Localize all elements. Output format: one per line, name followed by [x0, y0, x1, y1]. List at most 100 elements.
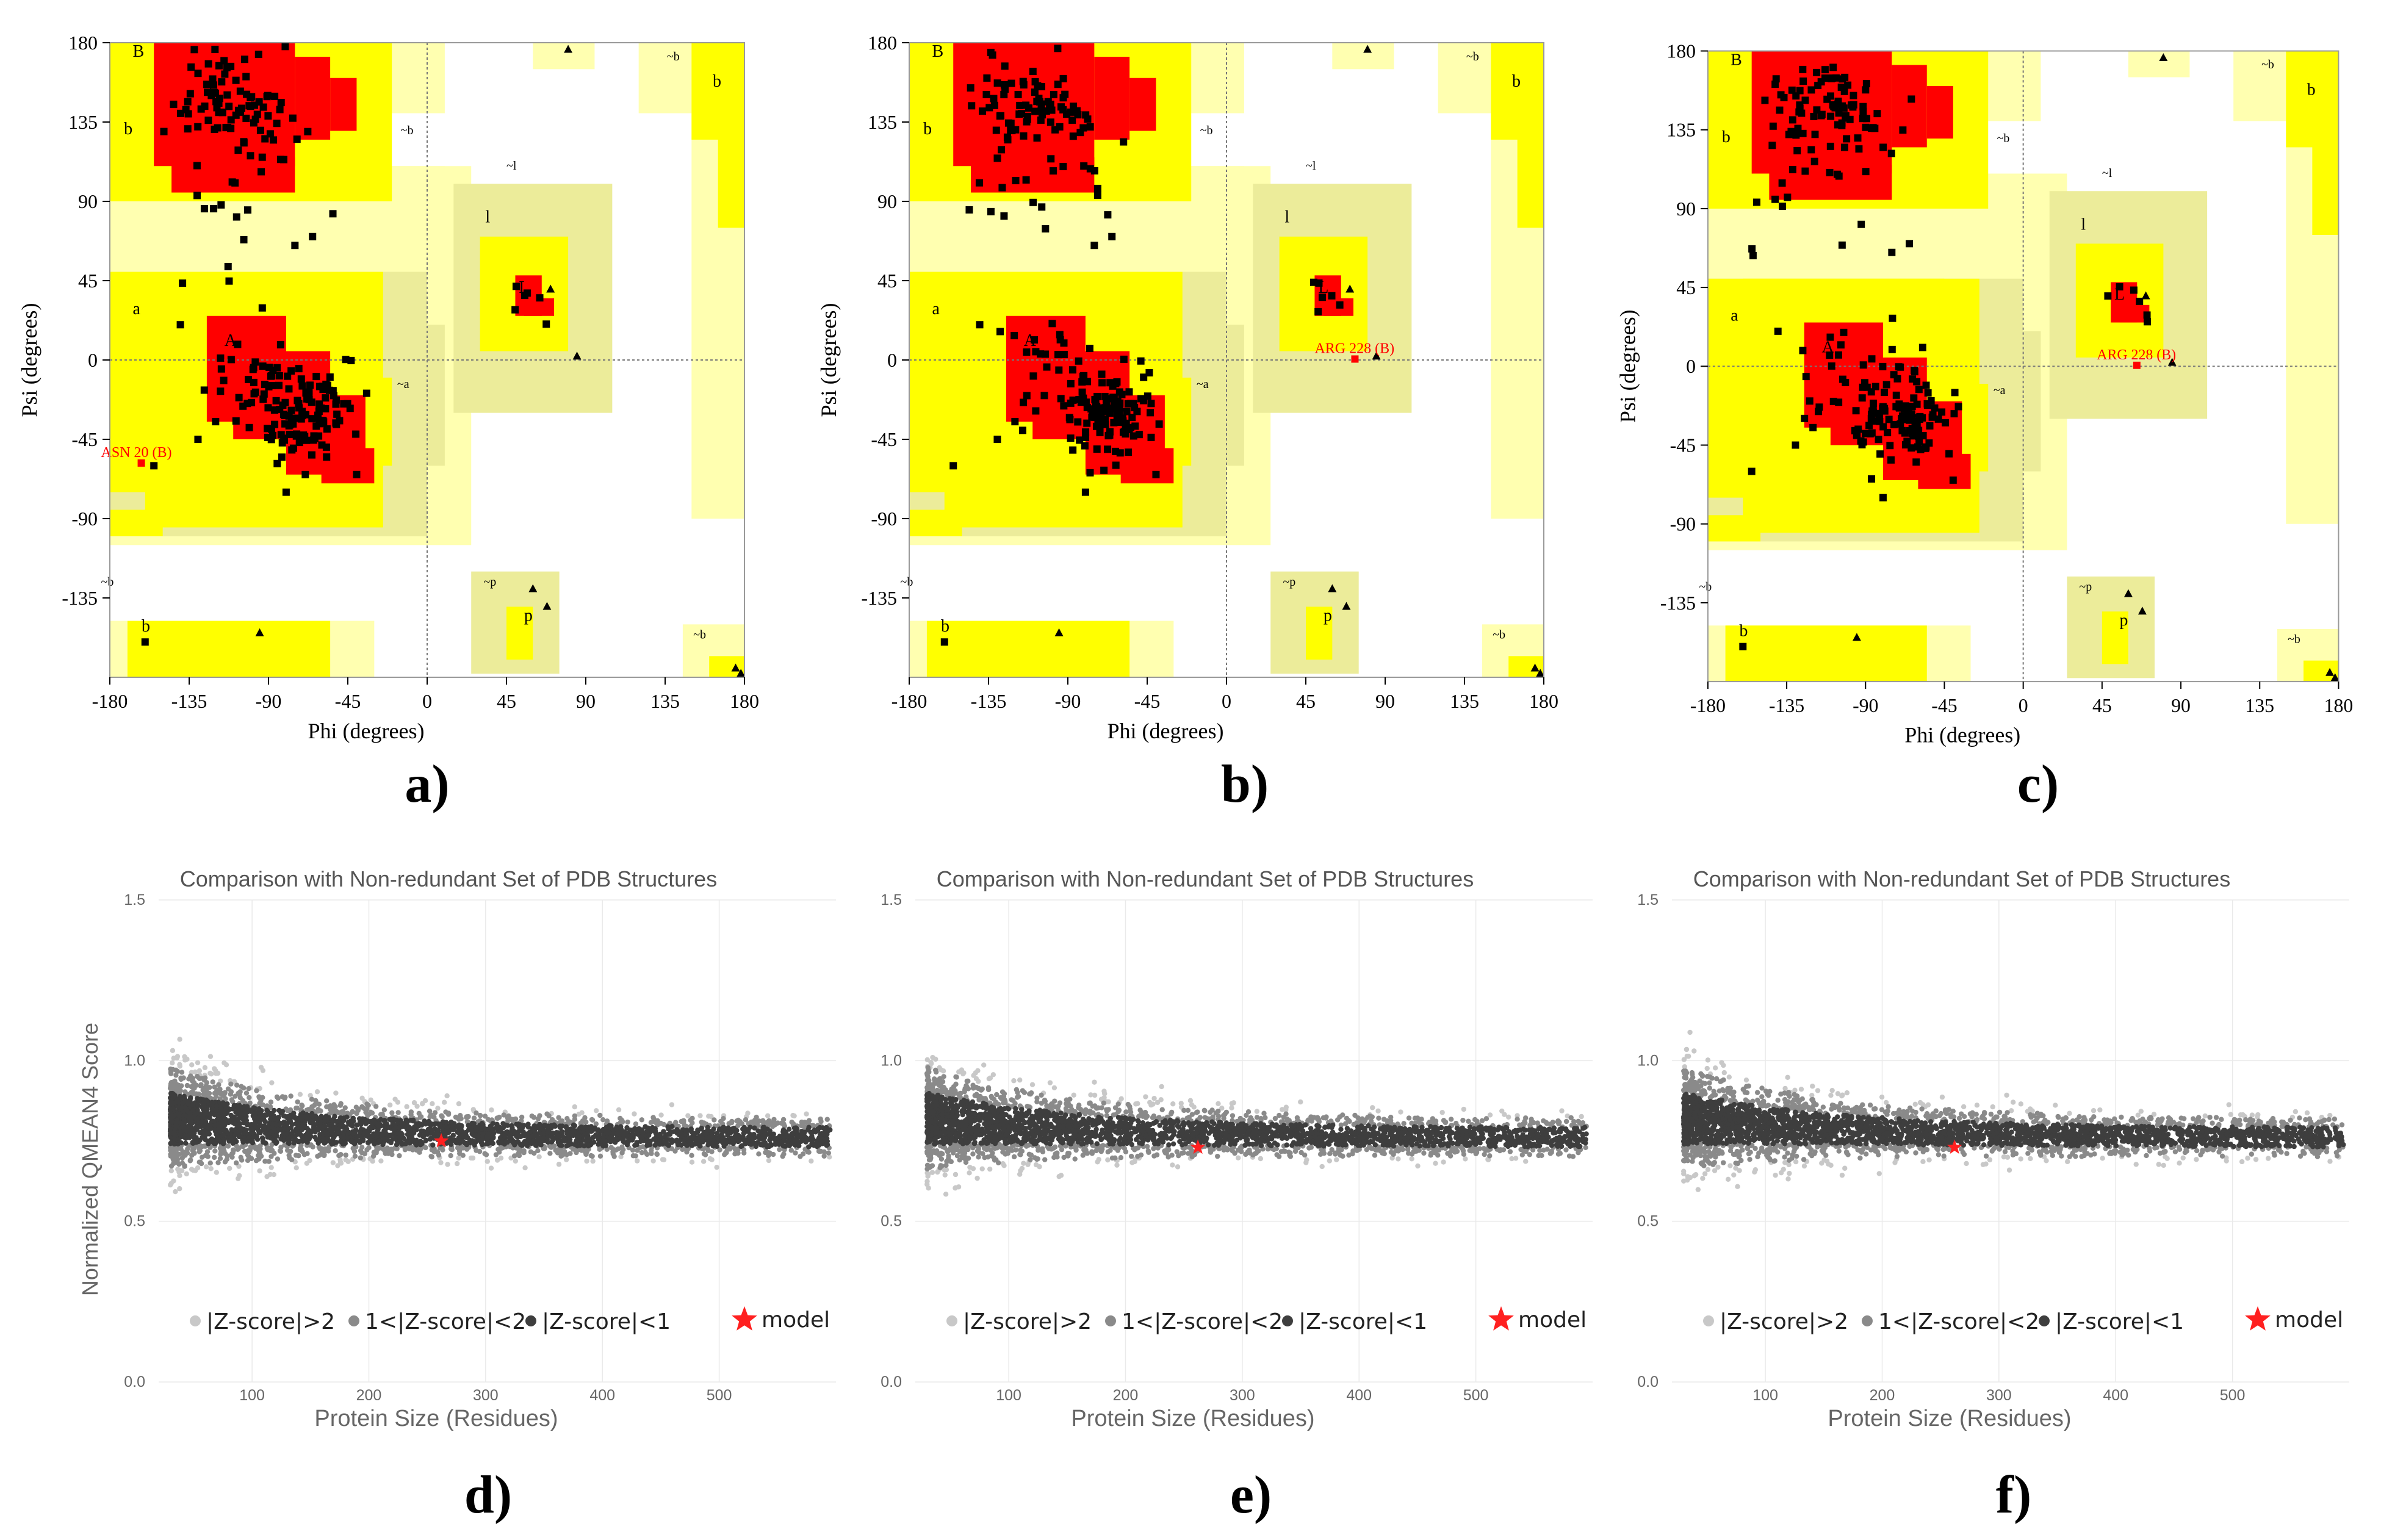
- structure-point: [207, 1160, 213, 1166]
- structure-point: [171, 1156, 177, 1162]
- residue-point: [212, 418, 220, 426]
- structure-point: [537, 1113, 542, 1118]
- residue-point: [2136, 297, 2144, 305]
- structure-point: [659, 1135, 665, 1140]
- structure-point: [685, 1113, 691, 1118]
- residue-point: [1093, 445, 1101, 453]
- structure-point: [717, 1147, 722, 1153]
- residue-point: [184, 110, 192, 118]
- structure-point: [771, 1117, 777, 1122]
- structure-point: [1181, 1107, 1187, 1114]
- residue-point: [1821, 66, 1829, 74]
- y-tick-label: -45: [71, 428, 98, 450]
- structure-point: [235, 1117, 240, 1123]
- structure-point: [479, 1142, 485, 1148]
- residue-point: [1851, 426, 1859, 434]
- structure-point: [273, 1116, 279, 1122]
- structure-point: [1283, 1104, 1289, 1110]
- structure-point: [1327, 1158, 1333, 1164]
- structure-point: [1017, 1077, 1023, 1083]
- structure-point: [179, 1070, 185, 1075]
- residue-point: [1000, 81, 1008, 89]
- region-label: l: [485, 208, 490, 227]
- region-label: ~b: [401, 124, 414, 137]
- structure-point: [746, 1126, 751, 1132]
- structure-point: [395, 1119, 400, 1124]
- residue-point: [194, 70, 202, 77]
- structure-point: [277, 1148, 283, 1154]
- structure-point: [198, 1082, 204, 1087]
- structure-point: [304, 1135, 311, 1142]
- structure-point: [1175, 1164, 1181, 1170]
- residue-point: [150, 462, 158, 470]
- structure-point: [1029, 1082, 1036, 1087]
- structure-point: [247, 1147, 253, 1153]
- residue-point: [1907, 444, 1915, 452]
- structure-point: [709, 1133, 715, 1139]
- structure-point: [201, 1092, 206, 1097]
- residue-point: [285, 385, 293, 393]
- residue-point: [227, 356, 235, 364]
- residue-point: [1834, 121, 1842, 129]
- structure-point: [264, 1107, 270, 1113]
- structure-point: [274, 1122, 279, 1128]
- y-axis-label: Psi (degrees): [816, 303, 841, 417]
- qmean-plot-d: Comparison with Non-redundant Set of PDB…: [77, 866, 836, 1431]
- residue-point: [240, 56, 248, 63]
- y-tick-label: 90: [1676, 198, 1696, 220]
- structure-point: [480, 1137, 485, 1142]
- structure-point: [1047, 1080, 1053, 1085]
- structure-point: [552, 1143, 557, 1149]
- residue-point: [1927, 397, 1935, 405]
- structure-point: [195, 1125, 200, 1131]
- structure-point: [177, 1173, 182, 1178]
- structure-point: [766, 1143, 772, 1150]
- residue-point: [302, 389, 310, 397]
- structure-point: [538, 1139, 544, 1145]
- structure-point: [1017, 1171, 1023, 1177]
- structure-point: [1098, 1096, 1104, 1102]
- x-tick-label: 90: [576, 690, 596, 712]
- outlier-label: ARG 228 (B): [1314, 340, 1394, 356]
- y-tick-label: -45: [1670, 434, 1696, 456]
- structure-point: [1439, 1110, 1445, 1115]
- residue-point: [259, 103, 267, 111]
- structure-point: [266, 1124, 272, 1131]
- residue-point: [1915, 438, 1923, 446]
- structure-point: [602, 1140, 608, 1145]
- structure-point: [723, 1150, 729, 1156]
- region-label: a: [1731, 306, 1738, 325]
- structure-point: [210, 1079, 215, 1085]
- residue-point: [1796, 87, 1804, 95]
- residue-point: [347, 356, 355, 364]
- residue-point: [1913, 378, 1921, 386]
- structure-point: [367, 1137, 373, 1143]
- legend-label: |Z-score|>2: [206, 1309, 335, 1334]
- structure-point: [809, 1158, 814, 1164]
- structure-point: [439, 1113, 444, 1118]
- structure-point: [195, 1165, 201, 1171]
- x-tick-label: 0: [422, 690, 432, 712]
- structure-point: [1427, 1120, 1432, 1125]
- residue-point: [297, 375, 305, 383]
- residue-point: [1038, 203, 1046, 211]
- residue-point: [1843, 135, 1851, 143]
- residue-point: [176, 109, 184, 117]
- structure-point: [511, 1117, 517, 1122]
- residue-point: [224, 262, 232, 270]
- structure-point: [314, 1089, 320, 1095]
- residue-point: [1769, 122, 1777, 130]
- structure-point: [366, 1103, 371, 1108]
- structure-point: [448, 1146, 454, 1152]
- glycine-point: [1342, 602, 1351, 610]
- residue-point: [1813, 106, 1821, 114]
- structure-point: [553, 1147, 558, 1153]
- structure-point: [171, 1129, 178, 1134]
- residue-point: [1022, 176, 1030, 184]
- residue-point: [1918, 344, 1926, 351]
- structure-point: [484, 1159, 490, 1164]
- region-label: B: [133, 42, 145, 61]
- residue-point: [1842, 378, 1850, 386]
- residue-point: [1850, 92, 1857, 99]
- region-label: ~b: [693, 628, 706, 641]
